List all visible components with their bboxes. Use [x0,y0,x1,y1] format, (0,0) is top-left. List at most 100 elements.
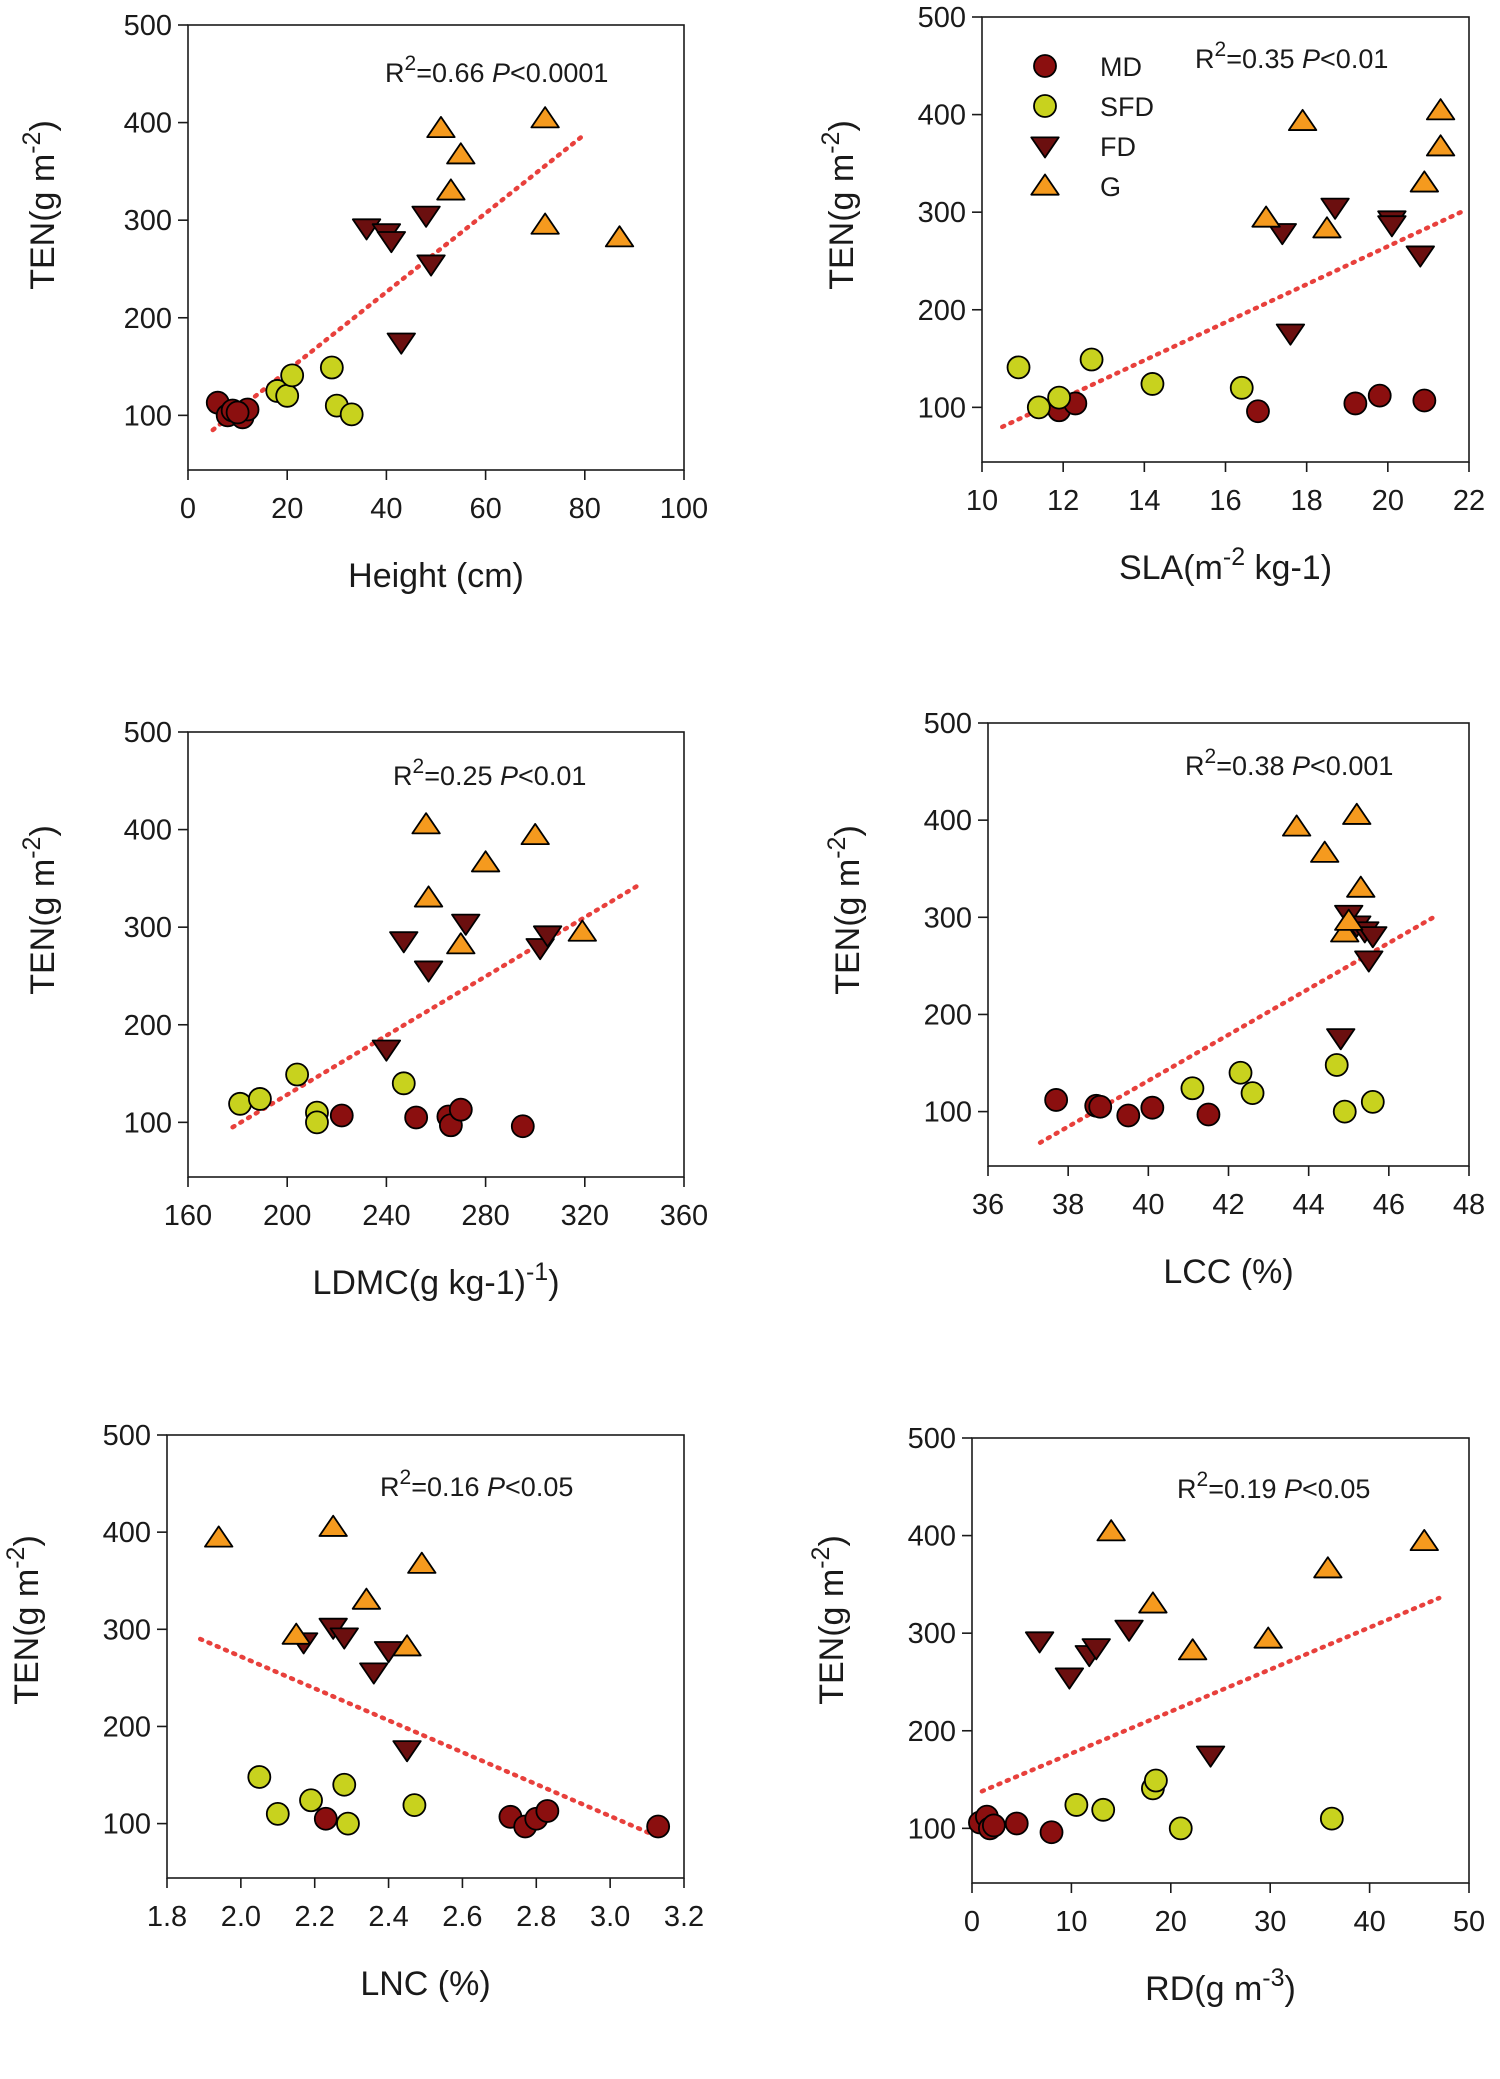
point-sfd [275,383,300,408]
y-tick-label: 500 [918,2,966,34]
legend-marker-md [1033,54,1057,78]
y-tick-label: 200 [908,1716,956,1748]
point-g [1281,814,1312,837]
stat-r: R [380,1472,400,1502]
x-tick-label: 60 [469,493,501,525]
x-axis-label: LDMC(g kg-1)-1) [312,1258,559,1302]
stat-r-sup: 2 [405,52,417,75]
point-sfd [1360,1089,1385,1114]
y-axis-label-main: TEN(g m [24,154,62,290]
x-axis-label-tail: kg-1) [1245,549,1332,587]
y-axis-label-tail: ) [24,120,62,131]
point-sfd [265,1801,290,1826]
y-axis-label-tail: ) [829,825,867,836]
x-tick-label: 20 [1155,1906,1187,1938]
legend: MD SFD FD G [1030,52,1154,202]
y-axis-label-sup: -2 [807,1547,835,1569]
x-tick-label: 42 [1212,1189,1244,1221]
trend-line [979,1595,1442,1794]
stat-p-label: P [493,761,519,791]
point-sfd [319,355,344,380]
point-fd [532,925,563,948]
y-tick-label: 300 [924,902,972,934]
point-sfd [1324,1053,1349,1077]
point-fd [1358,926,1388,949]
point-md [329,1103,354,1128]
trend-line [1000,209,1464,430]
point-g [567,919,597,942]
y-tick-label: 200 [103,1711,151,1743]
x-axis-label: RD(g m-3) [1145,1964,1296,2008]
plot-frame [166,1434,685,1879]
x-tick-label: 40 [1353,1906,1385,1938]
point-sfd [402,1793,427,1818]
stat-p-value: <0.0001 [510,58,608,88]
x-axis-label-main: LDMC(g kg-1) [312,1264,525,1302]
point-sfd [1168,1816,1193,1841]
y-axis-label-sup: -2 [823,837,851,859]
y-tick-label: 300 [908,1618,956,1650]
plot-frame [187,731,685,1178]
point-fd [1081,1638,1111,1661]
point-md [313,1806,338,1831]
stat-p-label: P [1277,1474,1303,1504]
point-g [1342,802,1372,825]
y-tick-label: 400 [124,108,172,140]
stat-p-value: <0.05 [1302,1474,1370,1504]
point-fd [451,913,481,936]
x-axis-label: LCC (%) [1163,1253,1293,1291]
point-g [407,1551,437,1574]
point-sfd [1091,1797,1116,1822]
point-sfd [1140,372,1165,396]
x-tick-label: 44 [1293,1189,1325,1221]
stat-r: R [393,761,413,791]
point-sfd [299,1788,323,1813]
legend-marker-sfd [1033,94,1057,118]
panel-lcc: 36 38 40 42 44 46 48 100 200 300 400 500 LCC (%) TEN(… [823,708,1485,1291]
point-sfd [1240,1081,1265,1106]
y-tick-label: 400 [908,1521,956,1553]
y-tick-label: 500 [103,1420,151,1452]
point-md [1039,1820,1064,1845]
point-md [225,400,250,425]
x-tick-label: 2.8 [516,1901,556,1933]
point-g [436,178,466,201]
point-sfd [1180,1076,1205,1101]
point-md [1343,391,1368,416]
y-tick-label: 200 [124,303,172,335]
point-g [1253,1626,1283,1649]
stat-p-label: P [1295,44,1321,74]
point-g [446,142,476,165]
y-axis-label-sup: -2 [817,132,845,154]
point-md [510,1114,535,1139]
stat-r-sup: 2 [400,1466,412,1489]
legend-label-sfd: SFD [1100,92,1154,122]
point-sfd [280,363,305,388]
x-tick-label: 240 [362,1200,410,1232]
stat-r2-value: =0.16 [411,1472,479,1502]
panel-height: 0 20 40 60 80 100 100 200 300 400 500 Height (cm) TE… [18,10,708,595]
stat-annotation: R2=0.35 P<0.01 [1195,38,1388,74]
y-tick-label: 100 [924,1097,972,1129]
point-g [1313,1556,1343,1579]
stat-r2-value: =0.19 [1208,1474,1276,1504]
point-g [1312,216,1342,239]
x-tick-label: 14 [1128,485,1160,517]
stat-r-sup: 2 [1197,1468,1209,1491]
x-tick-label: 3.0 [590,1901,630,1933]
x-tick-label: 2.6 [442,1901,482,1933]
point-fd [389,931,419,954]
x-tick-label: 20 [271,493,303,525]
x-tick-label: 30 [1254,1906,1286,1938]
point-g [281,1622,311,1645]
legend-label-md: MD [1100,52,1142,82]
point-md [1412,388,1437,413]
y-axis-label-tail: ) [24,825,62,836]
x-tick-label: 48 [1453,1189,1485,1221]
y-axis-label-main: TEN(g m [829,859,867,995]
x-tick-label: 160 [164,1200,212,1232]
x-tick-label: 100 [660,493,708,525]
point-g [530,212,560,235]
